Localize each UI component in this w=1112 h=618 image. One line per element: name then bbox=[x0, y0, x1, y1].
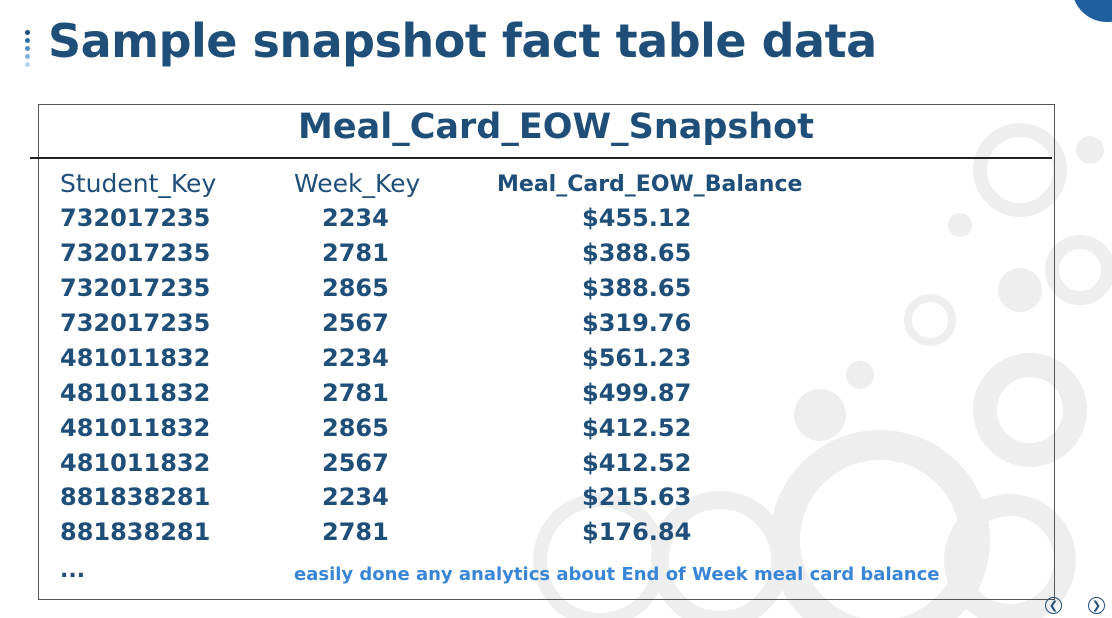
table-row-9-student-key: 881838281 bbox=[60, 483, 211, 511]
column-header-student-key: Student_Key bbox=[60, 169, 217, 198]
table-row-2-student-key: 732017235 bbox=[60, 239, 211, 267]
table-row-8-balance: $412.52 bbox=[582, 449, 692, 477]
slide-title: Sample snapshot fact table data bbox=[48, 14, 877, 68]
table-row-7-student-key: 481011832 bbox=[60, 414, 211, 442]
table-row-5-student-key: 481011832 bbox=[60, 344, 211, 372]
table-row-7-week-key: 2865 bbox=[322, 414, 389, 442]
table-row-1-student-key: 732017235 bbox=[60, 204, 211, 232]
table-row-4-balance: $319.76 bbox=[582, 309, 692, 337]
previous-slide-button[interactable]: ❮ bbox=[1045, 597, 1062, 614]
table-row-2-week-key: 2781 bbox=[322, 239, 389, 267]
table-row-1-week-key: 2234 bbox=[322, 204, 389, 232]
table-row-3-week-key: 2865 bbox=[322, 274, 389, 302]
table-row-3-student-key: 732017235 bbox=[60, 274, 211, 302]
chevron-right-icon: ❯ bbox=[1091, 599, 1102, 612]
table-row-9-week-key: 2234 bbox=[322, 483, 389, 511]
table-continuation-ellipsis: ... bbox=[60, 558, 86, 583]
table-title: Meal_Card_EOW_Snapshot bbox=[298, 107, 814, 147]
table-row-8-week-key: 2567 bbox=[322, 449, 389, 477]
table-row-10-student-key: 881838281 bbox=[60, 518, 211, 546]
next-slide-button[interactable]: ❯ bbox=[1088, 597, 1105, 614]
title-divider bbox=[30, 157, 1052, 159]
table-row-6-week-key: 2781 bbox=[322, 379, 389, 407]
table-row-8-student-key: 481011832 bbox=[60, 449, 211, 477]
table-panel bbox=[38, 104, 1055, 600]
table-row-6-student-key: 481011832 bbox=[60, 379, 211, 407]
column-header-week-key: Week_Key bbox=[294, 169, 421, 198]
table-row-5-balance: $561.23 bbox=[582, 344, 692, 372]
table-row-9-balance: $215.63 bbox=[582, 483, 692, 511]
table-row-5-week-key: 2234 bbox=[322, 344, 389, 372]
table-row-10-balance: $176.84 bbox=[582, 518, 692, 546]
table-row-6-balance: $499.87 bbox=[582, 379, 692, 407]
table-row-7-balance: $412.52 bbox=[582, 414, 692, 442]
table-row-10-week-key: 2781 bbox=[322, 518, 389, 546]
table-row-3-balance: $388.65 bbox=[582, 274, 692, 302]
title-bullet-dots bbox=[24, 30, 32, 70]
table-row-4-student-key: 732017235 bbox=[60, 309, 211, 337]
chevron-left-icon: ❮ bbox=[1048, 599, 1059, 612]
table-row-4-week-key: 2567 bbox=[322, 309, 389, 337]
analytics-note: easily done any analytics about End of W… bbox=[294, 564, 940, 585]
table-row-1-balance: $455.12 bbox=[582, 204, 692, 232]
table-row-2-balance: $388.65 bbox=[582, 239, 692, 267]
column-header-balance: Meal_Card_EOW_Balance bbox=[497, 172, 803, 197]
